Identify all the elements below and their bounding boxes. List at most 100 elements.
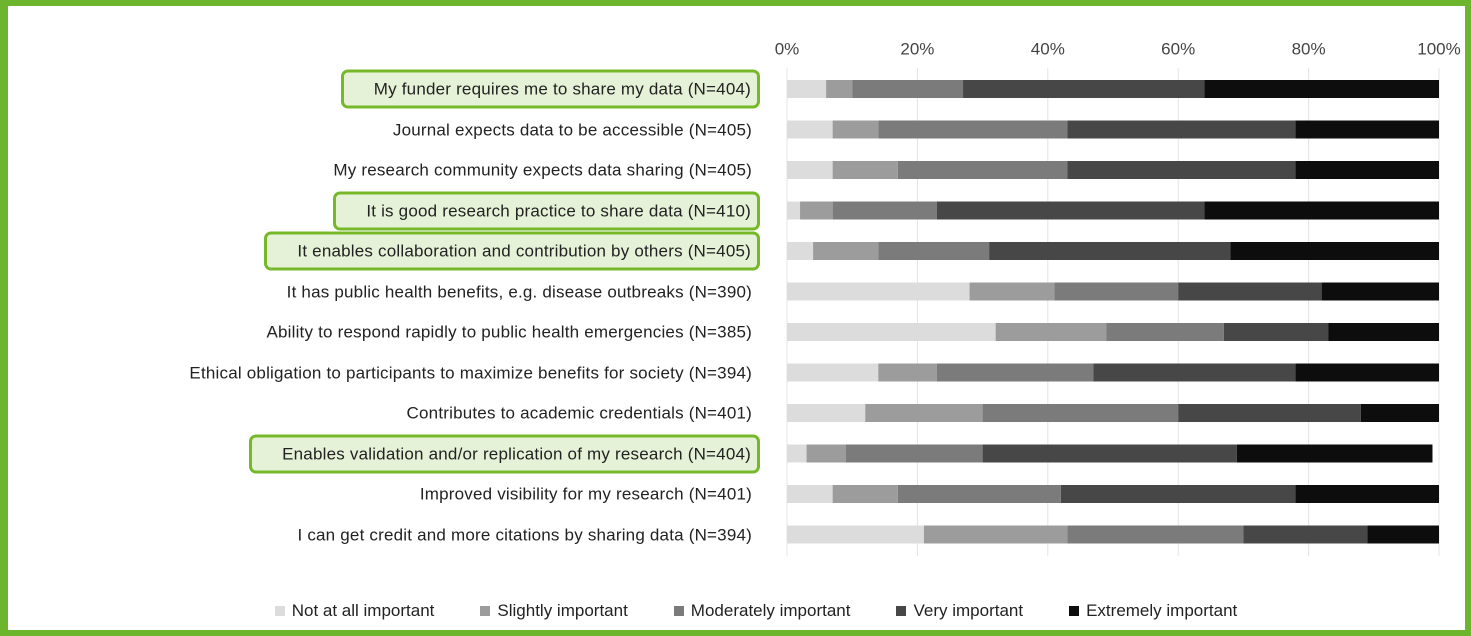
chart: 0% 20% 40% 60% 80% 100% <box>775 39 1461 556</box>
category-label-box: My funder requires me to share my data (… <box>52 69 760 109</box>
bar-segment <box>832 161 898 179</box>
category-label-box: I can get credit and more citations by s… <box>52 525 752 544</box>
bar-segment <box>852 80 964 98</box>
bar-segment <box>787 525 924 544</box>
x-tick-label: 100% <box>1417 39 1460 58</box>
bar-segment <box>787 80 827 98</box>
legend-label: Slightly important <box>497 601 628 620</box>
category-label: My research community expects data shari… <box>333 160 752 180</box>
bar-segment <box>923 525 1068 544</box>
bar-segment <box>832 485 898 503</box>
bar-segment <box>832 120 879 139</box>
x-tick-label: 60% <box>1161 39 1195 58</box>
bar-segment <box>1295 120 1439 139</box>
category-label: It is good research practice to share da… <box>333 191 760 230</box>
category-label: Ethical obligation to participants to ma… <box>189 363 752 382</box>
bar-segment <box>1243 525 1368 544</box>
bar-segment <box>1230 242 1439 260</box>
bar-segment <box>787 161 833 179</box>
category-label: It enables collaboration and contributio… <box>264 231 760 271</box>
bar-segment <box>832 201 937 220</box>
bar-segment <box>787 323 996 341</box>
bar-segment <box>1204 80 1439 98</box>
category-label-box: It has public health benefits, e.g. dise… <box>52 282 752 301</box>
category-label: It has public health benefits, e.g. dise… <box>286 282 752 301</box>
legend-item: Not at all important <box>274 601 435 621</box>
category-label-box: It is good research practice to share da… <box>52 191 760 230</box>
bar-segment <box>826 80 853 98</box>
bar-segment <box>897 485 1061 503</box>
legend-label: Not at all important <box>291 601 435 620</box>
bar-segment <box>1060 485 1296 503</box>
bar-segment <box>806 444 846 463</box>
bar-segment <box>1067 525 1244 544</box>
bar-segment <box>1223 323 1329 341</box>
legend-swatch <box>896 606 907 616</box>
bar-segment <box>963 80 1205 98</box>
bar-segment <box>897 161 1068 179</box>
category-label-box: Journal expects data to be accessible (N… <box>52 120 752 139</box>
bar-segment <box>787 404 866 422</box>
bar-segment <box>787 120 833 139</box>
legend-item: Slightly important <box>480 601 628 621</box>
bar-segment <box>1295 485 1439 503</box>
bar-segment <box>878 242 990 260</box>
bar-segment <box>982 444 1237 463</box>
bar-segment <box>1178 404 1361 422</box>
bar-segment <box>845 444 983 463</box>
category-label: My funder requires me to share my data (… <box>340 69 760 109</box>
category-label-box: Contributes to academic credentials (N=4… <box>52 404 752 423</box>
bar-segment <box>787 444 807 463</box>
bar-segment <box>787 242 814 260</box>
x-tick-label: 80% <box>1292 39 1326 58</box>
category-label-box: Improved visibility for my research (N=4… <box>52 485 752 504</box>
bar-segment <box>1054 282 1179 301</box>
bar-segment <box>969 282 1055 301</box>
bar-segment <box>787 282 970 301</box>
legend-swatch <box>1069 606 1080 616</box>
bar-segment <box>1178 282 1322 301</box>
bar-segment <box>813 242 879 260</box>
legend-swatch <box>274 606 285 616</box>
x-tick-label: 0% <box>775 39 800 58</box>
bar-segment <box>1204 201 1439 220</box>
category-label: Contributes to academic credentials (N=4… <box>406 403 752 423</box>
bar-segment <box>787 363 879 382</box>
bar-segment <box>865 404 983 422</box>
legend-label: Extremely important <box>1086 601 1238 620</box>
legend-item: Extremely important <box>1069 601 1237 621</box>
legend-swatch <box>480 606 491 616</box>
bar-segment <box>995 323 1107 341</box>
category-label-box: Ethical obligation to participants to ma… <box>52 363 752 382</box>
legend-label: Moderately important <box>690 601 851 620</box>
bar-segment <box>982 404 1179 422</box>
bar-segment <box>1093 363 1296 382</box>
bar-segment <box>936 201 1205 220</box>
x-tick-label: 20% <box>900 39 934 58</box>
bar-segment <box>1360 404 1439 422</box>
legend: Not at all important Slightly important Mo… <box>8 601 1465 621</box>
category-label: Ability to respond rapidly to public hea… <box>266 322 752 342</box>
legend-label: Very important <box>913 601 1024 620</box>
category-label-box: My research community expects data shari… <box>52 161 752 180</box>
category-label-box: Ability to respond rapidly to public hea… <box>52 323 752 342</box>
bar-segment <box>1236 444 1433 463</box>
bar-segment <box>878 120 1068 139</box>
category-label: Improved visibility for my research (N=4… <box>419 484 752 504</box>
legend-item: Very important <box>896 601 1023 621</box>
category-label-box: It enables collaboration and contributio… <box>52 231 760 271</box>
bar-segment <box>787 201 801 220</box>
bar-segment <box>1295 363 1439 382</box>
bar-segment <box>936 363 1094 382</box>
category-label: Enables validation and/or replication of… <box>249 434 760 473</box>
category-label: Journal expects data to be accessible (N… <box>392 120 752 139</box>
x-tick-label: 40% <box>1031 39 1065 58</box>
bar-segment <box>1295 161 1439 179</box>
bar-segment <box>1367 525 1439 544</box>
bar-segment <box>989 242 1231 260</box>
bar-segment <box>1106 323 1224 341</box>
category-label: I can get credit and more citations by s… <box>297 525 752 544</box>
bar-segment <box>800 201 833 220</box>
legend-item: Moderately important <box>673 601 851 621</box>
